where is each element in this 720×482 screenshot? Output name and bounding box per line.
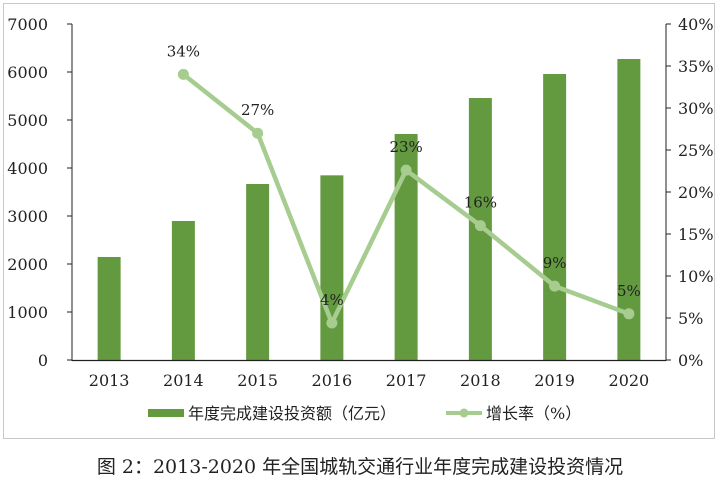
growth-data-label: 4% [320, 291, 344, 309]
bar-2017 [394, 133, 418, 360]
legend-line-label: 增长率（%） [486, 404, 581, 423]
bar-2013 [97, 256, 121, 360]
bar-2016 [320, 175, 344, 360]
right-tick-label: 0% [678, 351, 703, 370]
growth-data-label: 16% [464, 194, 497, 212]
x-tick-label: 2019 [534, 371, 575, 390]
right-tick-label: 10% [678, 267, 714, 286]
right-tick-label: 5% [678, 309, 703, 328]
bar-2014 [171, 220, 195, 360]
growth-point [177, 68, 189, 80]
bar-series [97, 58, 641, 361]
left-axis-ticks: 0 1000 2000 3000 4000 5000 6000 7000 [7, 15, 72, 370]
legend-bar-label: 年度完成建设投资额（亿元） [188, 404, 396, 423]
figure-caption: 图 2：2013-2020 年全国城轨交通行业年度完成建设投资情况 [96, 456, 624, 478]
growth-point [400, 164, 412, 176]
x-tick-label: 2013 [89, 371, 130, 390]
left-tick-label: 0 [38, 351, 48, 370]
combo-chart: 0 1000 2000 3000 4000 5000 6000 7000 0% 5% 10% 15%… [7, 15, 714, 423]
growth-data-label: 34% [167, 42, 200, 60]
legend: 年度完成建设投资额（亿元） 增长率（%） [148, 404, 581, 423]
right-tick-label: 20% [678, 183, 714, 202]
left-tick-label: 1000 [7, 303, 48, 322]
x-tick-label: 2017 [386, 371, 427, 390]
x-tick-label: 2018 [460, 371, 501, 390]
x-tick-label: 2016 [312, 371, 353, 390]
growth-point [549, 280, 561, 292]
growth-point [623, 308, 635, 320]
bar-2020 [617, 58, 641, 360]
right-axis-ticks: 0% 5% 10% 15% 20% 25% 30% 35% 40% [666, 15, 714, 370]
bar-2019 [543, 74, 567, 361]
left-tick-label: 5000 [7, 111, 48, 130]
x-tick-label: 2020 [609, 371, 650, 390]
growth-data-label: 27% [241, 101, 274, 119]
legend-line-marker [459, 408, 469, 418]
line-series: 34% 27% 4% 23% 16% 9% 5% [167, 42, 641, 329]
growth-data-label: 23% [389, 138, 422, 156]
growth-point [252, 127, 264, 139]
x-tick-label: 2014 [163, 371, 204, 390]
left-tick-label: 3000 [7, 207, 48, 226]
growth-data-label: 5% [617, 282, 641, 300]
growth-point [474, 220, 486, 232]
growth-point [326, 317, 338, 329]
right-tick-label: 35% [678, 57, 714, 76]
left-tick-label: 4000 [7, 159, 48, 178]
left-tick-label: 2000 [7, 255, 48, 274]
x-tick-label: 2015 [237, 371, 278, 390]
right-tick-label: 40% [678, 15, 714, 34]
x-axis-labels: 2013 2014 2015 2016 2017 2018 2019 2020 [89, 371, 649, 390]
growth-data-label: 9% [543, 254, 567, 272]
chart-frame [3, 3, 715, 439]
legend-bar-swatch [148, 409, 184, 417]
left-tick-label: 7000 [7, 15, 48, 34]
bar-2015 [246, 183, 270, 360]
left-tick-label: 6000 [7, 63, 48, 82]
right-tick-label: 30% [678, 99, 714, 118]
right-tick-label: 15% [678, 225, 714, 244]
right-tick-label: 25% [678, 141, 714, 160]
